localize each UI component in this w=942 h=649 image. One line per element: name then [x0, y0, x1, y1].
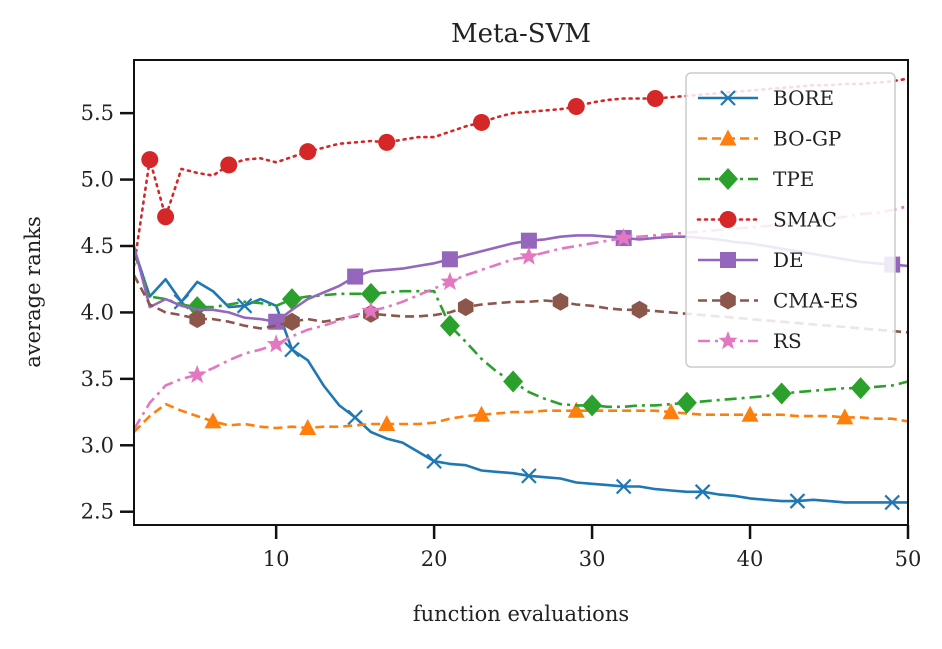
y-tick-label: 5.5 — [81, 101, 114, 125]
legend-marker — [720, 90, 736, 106]
data-point-tpe — [850, 377, 871, 400]
data-point-tpe — [503, 370, 524, 393]
series-line-bore — [134, 248, 908, 504]
legend-marker — [720, 252, 736, 268]
legend-item-bo-gp: BO-GP — [698, 127, 841, 151]
x-tick-label: 30 — [579, 547, 606, 571]
data-point-smac — [646, 90, 664, 108]
data-point-de — [441, 251, 458, 268]
legend-item-bore: BORE — [698, 86, 834, 110]
legend: BORE BO-GP TPE SMAC DE CMA-ES RS — [685, 72, 896, 368]
data-point-smac — [141, 151, 159, 169]
y-axis-label: average ranks — [21, 216, 45, 368]
data-point-de — [520, 232, 537, 249]
data-point-tpe — [281, 288, 302, 311]
x-axis-label: function evaluations — [413, 602, 629, 626]
y-tick-label: 3.0 — [81, 433, 114, 457]
chart-title: Meta-SVM — [451, 19, 591, 49]
y-axis: 2.5 3.0 3.5 4.0 4.5 5.0 5.5 — [81, 101, 134, 524]
data-point-bore — [426, 453, 442, 470]
legend-label: TPE — [773, 167, 814, 191]
x-tick-label: 10 — [263, 547, 290, 571]
data-point-cma-es — [284, 312, 300, 331]
legend-frame — [685, 72, 896, 368]
data-point-bo-gp — [204, 412, 222, 429]
series-line-cma-es — [134, 274, 908, 334]
data-point-tpe — [360, 282, 381, 305]
data-point-tpe — [771, 382, 792, 405]
series-cma-es — [134, 274, 908, 334]
data-point-smac — [299, 143, 317, 161]
data-point-bo-gp — [378, 415, 396, 432]
y-tick-label: 2.5 — [81, 500, 114, 524]
y-tick-label: 4.0 — [81, 300, 114, 324]
data-point-rs — [519, 246, 539, 265]
data-point-rs — [187, 364, 207, 383]
series-line-bo-gp — [134, 402, 908, 433]
data-point-tpe — [582, 394, 603, 417]
data-point-bore — [521, 468, 537, 484]
plot-frame — [133, 59, 909, 526]
data-point-bo-gp — [836, 408, 854, 425]
legend-item-tpe: TPE — [698, 167, 814, 191]
legend-label: CMA-ES — [773, 289, 858, 313]
data-point-bo-gp — [567, 401, 585, 418]
legend-item-cma-es: CMA-ES — [698, 289, 858, 313]
data-point-bo-gp — [741, 405, 759, 422]
x-tick-label: 20 — [421, 547, 448, 571]
data-point-rs — [361, 301, 381, 320]
data-point-bore — [694, 484, 711, 500]
x-tick-label: 40 — [737, 547, 764, 571]
data-point-tpe — [676, 391, 697, 414]
data-point-de — [347, 268, 364, 285]
y-tick-label: 4.5 — [81, 234, 114, 258]
legend-label: SMAC — [773, 208, 837, 232]
series-bo-gp — [134, 401, 908, 436]
legend-item-de: DE — [698, 248, 804, 272]
data-point-cma-es — [457, 298, 474, 317]
legend-item-rs: RS — [698, 329, 802, 353]
data-point-cma-es — [189, 310, 205, 329]
series-layer — [134, 77, 908, 511]
data-point-smac — [473, 113, 491, 131]
data-point-bore — [615, 478, 632, 495]
data-point-rs — [440, 271, 460, 290]
x-axis: 10 20 30 40 50 — [263, 525, 922, 571]
data-point-rs — [266, 334, 286, 353]
data-point-tpe — [439, 314, 460, 337]
data-point-smac — [378, 133, 396, 151]
series-tpe — [134, 252, 908, 417]
data-point-smac — [220, 156, 238, 174]
data-point-tpe — [187, 296, 208, 319]
data-point-bore — [884, 494, 900, 511]
data-point-bo-gp — [473, 405, 491, 422]
legend-marker — [718, 168, 738, 190]
legend-marker — [718, 331, 738, 350]
data-point-bo-gp — [299, 419, 317, 436]
y-tick-label: 3.5 — [81, 367, 114, 391]
legend-marker — [720, 291, 736, 310]
legend-label: BO-GP — [773, 127, 841, 151]
legend-marker — [719, 211, 737, 228]
data-point-cma-es — [631, 300, 648, 319]
legend-label: BORE — [773, 86, 834, 110]
data-point-bore — [284, 341, 300, 358]
data-point-bore — [789, 493, 806, 509]
data-point-bo-gp — [662, 403, 680, 420]
data-point-rs — [614, 228, 634, 247]
data-point-smac — [157, 208, 175, 226]
y-tick-label: 5.0 — [81, 168, 114, 192]
legend-marker — [719, 129, 737, 146]
legend-label: DE — [773, 248, 804, 272]
data-point-bore — [236, 298, 253, 314]
series-bore — [134, 248, 908, 511]
x-tick-label: 50 — [895, 547, 922, 571]
data-point-cma-es — [552, 292, 569, 311]
legend-label: RS — [773, 329, 802, 353]
data-point-smac — [567, 98, 585, 115]
legend-item-smac: SMAC — [696, 208, 837, 232]
data-point-bore — [347, 409, 363, 426]
